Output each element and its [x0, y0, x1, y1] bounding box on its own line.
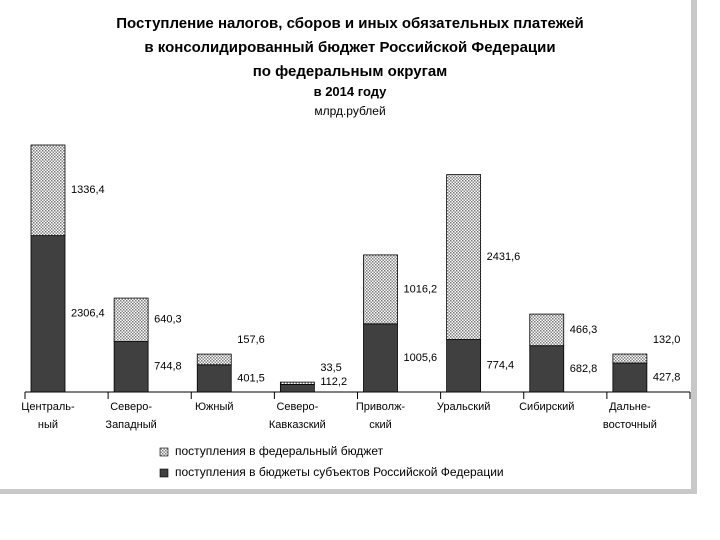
bar-segment — [196, 353, 232, 366]
bar-segment — [446, 339, 482, 393]
frame — [0, 0, 691, 489]
bar-segment — [446, 174, 482, 340]
value-label: 2306,4 — [71, 308, 105, 320]
x-tick-label: Дальне- восточный — [602, 401, 657, 431]
bar-segment — [529, 313, 565, 347]
value-label: 466,3 — [570, 324, 598, 336]
bar-segment — [363, 254, 398, 325]
value-label: 682,8 — [570, 363, 598, 375]
legend-label: поступления в бюджеты субъектов Российск… — [175, 465, 504, 479]
bar-segment — [529, 345, 565, 393]
bar-segment — [196, 364, 232, 393]
bar-segment — [30, 235, 66, 393]
value-label: 1336,4 — [71, 184, 105, 196]
x-tick-label: Централь- ный — [21, 401, 75, 431]
x-tick-label: Приволж- ский — [355, 401, 406, 431]
bar-segment — [363, 323, 398, 393]
legend-label: поступления в федеральный бюджет — [175, 444, 384, 458]
value-label: 157,6 — [237, 334, 265, 346]
value-label: 744,8 — [154, 361, 182, 373]
value-label: 2431,6 — [487, 251, 521, 263]
bar-segment — [113, 297, 149, 342]
bar-segment — [612, 353, 648, 364]
chart-subtitle: в 2014 году — [313, 84, 387, 99]
bar-segment — [279, 383, 315, 393]
x-tick-label: Сибирский — [519, 401, 575, 413]
chart-title: Поступление налогов, сборов и иных обяза… — [116, 15, 584, 80]
bar-segment — [30, 144, 66, 237]
x-tick-label: Северо- Кавказский — [268, 401, 326, 431]
value-label: 1005,6 — [404, 352, 438, 364]
value-label: 33,5 — [320, 362, 341, 374]
bar-segment — [279, 381, 315, 385]
value-label: 427,8 — [653, 371, 681, 383]
legend-swatch — [159, 468, 169, 478]
x-tick-label: Северо- Западный — [105, 401, 157, 431]
value-label: 401,5 — [237, 372, 265, 384]
value-label: 774,4 — [487, 360, 515, 372]
bar-segment — [612, 362, 648, 393]
value-label: 112,2 — [320, 376, 347, 388]
legend-swatch — [159, 447, 169, 457]
value-label: 640,3 — [154, 314, 182, 326]
x-tick-label: Южный — [194, 401, 234, 413]
unit-label: млрд.рублей — [314, 104, 386, 118]
bar-segment — [113, 341, 149, 393]
value-label: 1016,2 — [404, 283, 438, 295]
x-tick-label: Уральский — [436, 401, 491, 413]
value-label: 132,0 — [653, 334, 681, 346]
